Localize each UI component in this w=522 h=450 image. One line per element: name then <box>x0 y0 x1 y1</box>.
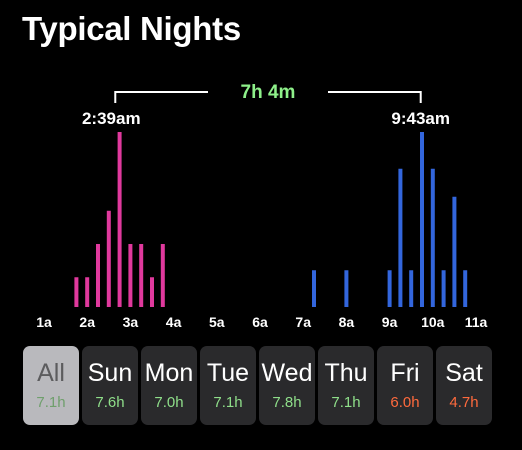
day-tab-average: 7.1h <box>331 394 361 411</box>
day-tab-mon[interactable]: Mon 7.0h <box>141 346 197 425</box>
page-title: Typical Nights <box>22 10 241 47</box>
wake-bar <box>463 270 468 307</box>
day-tab-label: Wed <box>261 359 313 387</box>
bedtime-bar <box>96 244 100 307</box>
wake-bar <box>387 270 392 307</box>
day-tab-label: Sat <box>445 359 483 387</box>
duration-bracket-right <box>327 91 422 103</box>
day-tab-all[interactable]: All 7.1h <box>23 346 79 425</box>
x-tick-label: 5a <box>209 314 225 330</box>
wake-bar <box>312 270 316 307</box>
wake-bar <box>409 270 414 307</box>
day-tab-label: Fri <box>390 359 420 387</box>
day-tab-wed[interactable]: Wed 7.8h <box>259 346 315 425</box>
x-tick-label: 7a <box>295 314 311 330</box>
wake-bar <box>452 196 457 307</box>
duration-bracket-left <box>114 91 208 103</box>
x-tick-label: 8a <box>339 314 355 330</box>
x-tick-label: 10a <box>421 314 445 330</box>
day-selector: All 7.1h Sun 7.6h Mon 7.0h Tue 7.1h Wed 7.8h Thu 7.… <box>23 346 492 425</box>
day-tab-label: Sun <box>87 359 133 387</box>
x-tick-label: 11a <box>465 314 488 330</box>
day-tab-average: 7.6h <box>95 394 125 411</box>
bedtime-bar <box>139 244 144 307</box>
sleep-histogram-chart: 1a 2a 3a 4a 5a 6a 7a 8a 9a 10a 11a 7h 4m 2:39am 9:43a… <box>36 82 488 330</box>
wake-bar <box>430 168 435 307</box>
bedtime-bar <box>150 277 154 307</box>
day-tab-label: All <box>37 359 65 387</box>
day-tab-fri[interactable]: Fri 6.0h <box>377 346 433 425</box>
bedtime-bar <box>74 277 79 307</box>
bedtime-bar <box>160 244 165 307</box>
sleep-duration-label: 7h 4m <box>241 82 296 103</box>
day-tab-sat[interactable]: Sat 4.7h <box>436 346 492 425</box>
x-tick-label: 1a <box>36 314 52 330</box>
x-tick-label: 6a <box>252 314 268 330</box>
day-tab-average: 4.7h <box>449 394 479 411</box>
day-tab-label: Tue <box>206 359 250 387</box>
day-tab-tue[interactable]: Tue 7.1h <box>200 346 256 425</box>
wake-bar <box>420 132 424 307</box>
day-tab-label: Thu <box>324 359 368 387</box>
wake-bar <box>344 270 349 307</box>
x-tick-label: 9a <box>382 314 398 330</box>
day-tab-average: 7.1h <box>36 394 66 411</box>
x-tick-label: 3a <box>123 314 139 330</box>
x-tick-label: 2a <box>79 314 95 330</box>
day-tab-thu[interactable]: Thu 7.1h <box>318 346 374 425</box>
day-tab-sun[interactable]: Sun 7.6h <box>82 346 138 425</box>
day-tab-average: 7.1h <box>213 394 243 411</box>
day-tab-average: 7.8h <box>272 394 302 411</box>
bedtime-bar <box>128 244 133 307</box>
bedtime-bar <box>85 277 90 307</box>
wake-time-label: 9:43am <box>391 109 450 128</box>
bedtime-bar <box>106 210 111 307</box>
day-tab-average: 6.0h <box>390 394 420 411</box>
wake-bar <box>441 270 446 307</box>
day-tab-label: Mon <box>144 359 194 387</box>
bedtime-bar <box>117 132 122 307</box>
day-tab-average: 7.0h <box>154 394 184 411</box>
x-tick-label: 4a <box>166 314 182 330</box>
wake-bar <box>398 168 403 307</box>
bedtime-label: 2:39am <box>82 109 141 128</box>
